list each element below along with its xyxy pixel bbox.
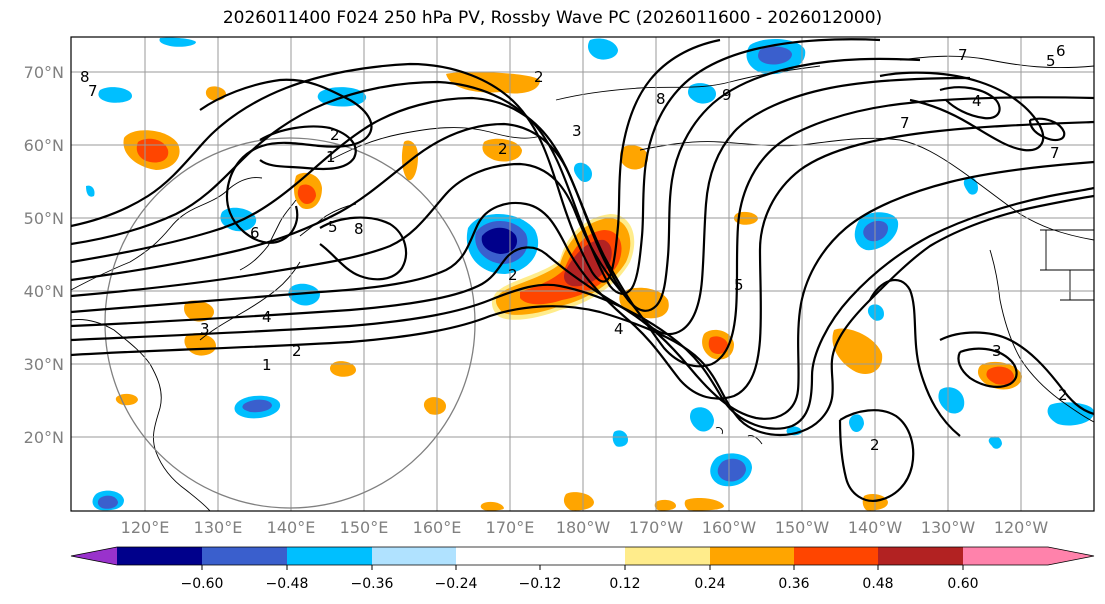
contour-label: 3: [200, 320, 210, 338]
colorbar: −0.60 −0.48 −0.36 −0.24 −0.12 0.12 0.24 …: [70, 546, 1095, 592]
contour-label: 7: [88, 82, 98, 100]
colorbar-bin: [287, 547, 372, 565]
contour-label: 5: [734, 276, 744, 294]
lon-label: 140°W: [848, 518, 903, 537]
colorbar-bin: [372, 547, 456, 565]
pv-contours: [71, 38, 1094, 502]
colorbar-tick-label: −0.60: [181, 576, 224, 592]
contour-label: 8: [354, 220, 364, 238]
contour-label: 2: [498, 140, 508, 158]
colorbar-extend-high: [963, 547, 1094, 565]
contour-label: 2: [534, 68, 544, 86]
contour-label: 8: [656, 90, 666, 108]
map-frame: [70, 36, 1095, 512]
longitude-labels: 120°E 130°E 140°E 150°E 160°E 170°E 180°…: [121, 518, 1049, 537]
lon-label: 120°W: [994, 518, 1049, 537]
lon-label: 150°W: [775, 518, 830, 537]
colorbar-tick-label: −0.48: [266, 576, 309, 592]
contour-label: 4: [972, 92, 982, 110]
contour-label: 8: [80, 68, 90, 86]
contour-label: 3: [572, 122, 582, 140]
lon-label: 180°W: [556, 518, 611, 537]
colorbar-bin: [625, 547, 710, 565]
lon-label: 160°W: [702, 518, 757, 537]
contour-label: 7: [900, 114, 910, 132]
contour-label: 2: [508, 266, 518, 284]
lon-label: 160°E: [413, 518, 462, 537]
contour-label: 2: [1058, 386, 1068, 404]
lon-label: 170°E: [486, 518, 535, 537]
colorbar-extend-low: [71, 547, 117, 565]
colorbar-tick-label: −0.24: [435, 576, 478, 592]
colorbar-tick-label: −0.12: [519, 576, 562, 592]
contour-label: 9: [722, 86, 732, 104]
colorbar-bin: [710, 547, 794, 565]
colorbar-tick-label: 0.36: [778, 576, 809, 592]
colorbar-tick-label: −0.36: [351, 576, 394, 592]
colorbar-tick-label: 0.48: [862, 576, 893, 592]
lon-label: 130°W: [921, 518, 976, 537]
contour-label: 2: [330, 126, 340, 144]
contour-label: 6: [1056, 42, 1066, 60]
lat-label: 70°N: [24, 63, 64, 82]
colorbar-tick-label: 0.12: [609, 576, 640, 592]
colorbar-bin: [117, 547, 202, 565]
lon-label: 120°E: [121, 518, 170, 537]
contour-label: 1: [262, 356, 272, 374]
analysis-circle: [104, 137, 476, 509]
contour-label: 1: [326, 148, 336, 166]
contour-label: 2: [292, 342, 302, 360]
contour-label: 3: [992, 342, 1002, 360]
lat-label: 30°N: [24, 355, 64, 374]
lat-label: 50°N: [24, 209, 64, 228]
lon-label: 170°W: [629, 518, 684, 537]
contour-label: 4: [614, 320, 624, 338]
lat-label: 20°N: [24, 428, 64, 447]
colorbar-tick-label: 0.24: [694, 576, 725, 592]
contour-label: 7: [1050, 144, 1060, 162]
colorbar-bin: [878, 547, 963, 565]
colorbar-outline: [70, 546, 1095, 566]
lat-label: 60°N: [24, 136, 64, 155]
latitude-labels: 70°N 60°N 50°N 40°N 30°N 20°N: [24, 63, 64, 447]
contour-labels: 8 7 6 5 4 3 2 1 2 1 2 8 7 9 8 6 7 4 7 5 …: [80, 42, 1068, 454]
colorbar-bin: [202, 547, 287, 565]
contour-label: 5: [328, 218, 338, 236]
contour-label: 6: [250, 224, 260, 242]
colorbar-ticks: [201, 565, 964, 570]
contour-label: 4: [262, 308, 272, 326]
lon-label: 140°E: [267, 518, 316, 537]
map-title: 2026011400 F024 250 hPa PV, Rossby Wave …: [222, 8, 883, 28]
contour-label: 2: [870, 436, 880, 454]
colorbar-bin: [456, 547, 540, 565]
colorbar-tick-label: 0.60: [947, 576, 978, 592]
lon-label: 150°E: [340, 518, 389, 537]
contour-label: 5: [1046, 52, 1056, 70]
lat-label: 40°N: [24, 282, 64, 301]
colorbar-bin: [540, 547, 625, 565]
colorbar-bin: [794, 547, 878, 565]
contour-label: 7: [958, 46, 968, 64]
lon-label: 130°E: [194, 518, 243, 537]
